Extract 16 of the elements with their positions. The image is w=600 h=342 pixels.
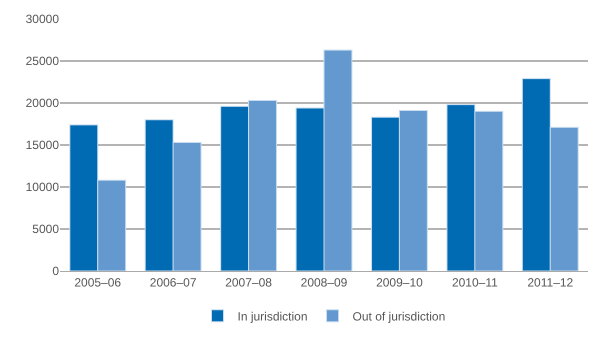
x-tick-label: 2011–12 (527, 275, 574, 290)
x-tick-label: 2006–07 (150, 275, 197, 290)
y-tick-label: 30000 (26, 12, 60, 26)
y-tick-label: 0 (52, 264, 60, 278)
x-tick-label: 2009–10 (376, 275, 424, 290)
x-tick-label: 2008–09 (300, 275, 348, 290)
x-tick-label: 2007–08 (225, 275, 272, 290)
y-tick-label: 25000 (26, 54, 60, 68)
y-tick-label: 5000 (32, 222, 60, 236)
y-tick-label: 20000 (26, 96, 60, 110)
x-tick-label: 2005–06 (74, 275, 122, 290)
x-tick-label: 2010–11 (452, 275, 498, 290)
y-tick-label: 10000 (26, 180, 60, 194)
legend-label: Out of jurisdiction (352, 309, 446, 324)
y-tick-label: 15000 (26, 138, 60, 152)
legend-label: In jurisdiction (238, 309, 308, 324)
